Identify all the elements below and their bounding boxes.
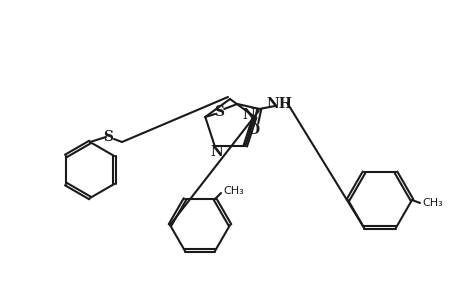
Text: CH₃: CH₃ [223,186,243,196]
Text: S: S [214,105,224,119]
Text: S: S [103,130,113,144]
Text: N: N [242,108,255,122]
Text: NH: NH [266,97,291,111]
Text: N: N [210,145,223,159]
Text: CH₃: CH₃ [421,198,442,208]
Text: O: O [246,123,259,137]
